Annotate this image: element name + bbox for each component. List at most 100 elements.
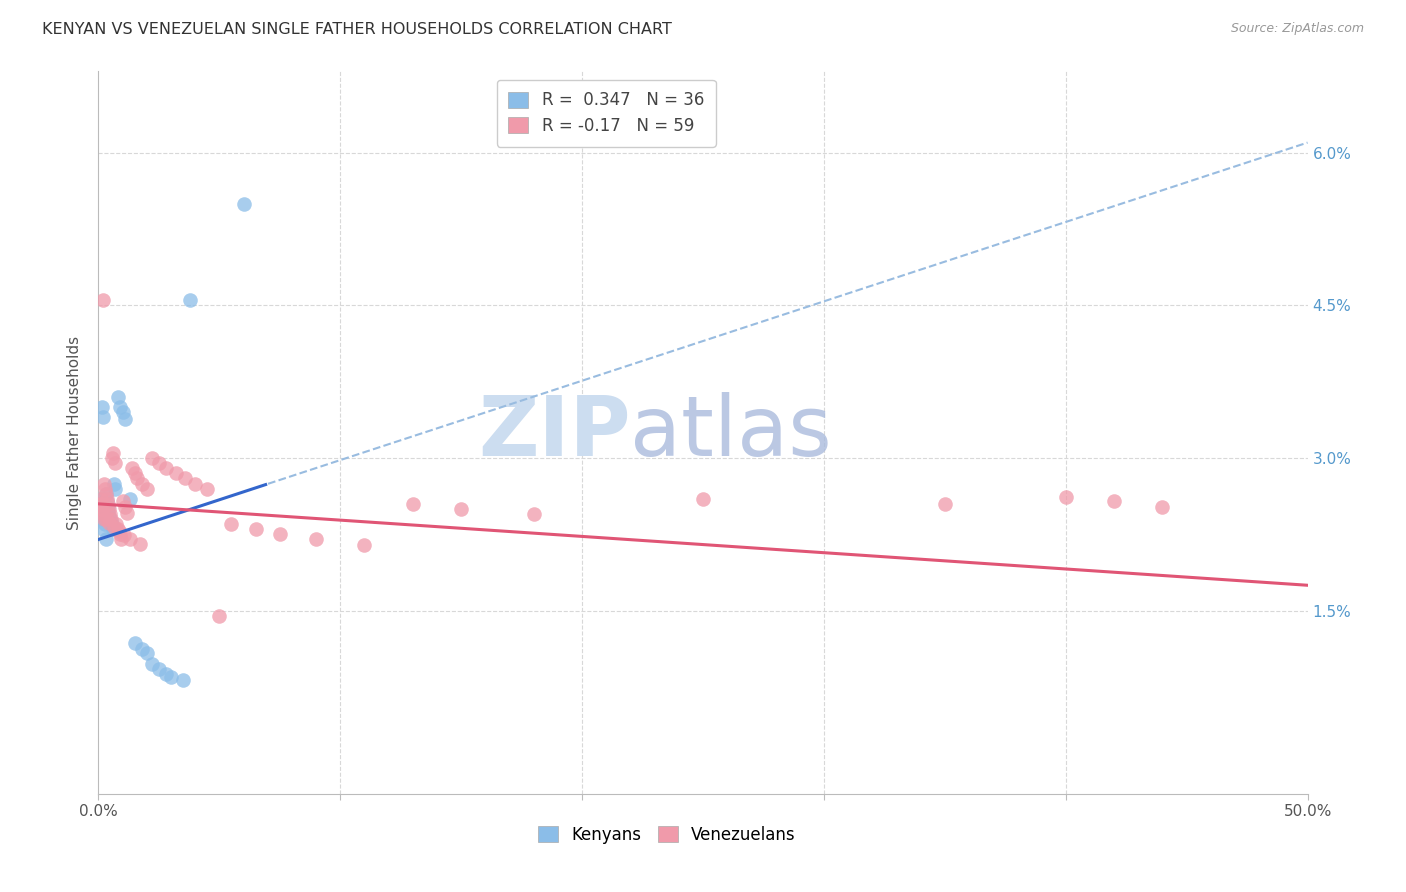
Point: [131, 476, 153, 491]
Point: [174, 471, 197, 485]
Point: [94, 486, 117, 500]
Point: [100, 514, 122, 528]
Point: [108, 524, 131, 539]
Point: [100, 518, 122, 533]
Point: [91, 507, 114, 521]
Point: [141, 451, 163, 466]
Point: [148, 662, 170, 676]
Point: [89, 497, 111, 511]
Point: [96, 533, 118, 547]
Point: [91, 522, 114, 536]
Text: atlas: atlas: [630, 392, 832, 473]
Point: [135, 482, 157, 496]
Point: [135, 647, 157, 661]
Point: [100, 512, 122, 526]
Point: [90, 491, 112, 506]
Point: [98, 507, 121, 521]
Point: [184, 476, 207, 491]
Point: [96, 491, 118, 506]
Point: [114, 500, 136, 514]
Point: [93, 476, 115, 491]
Point: [121, 461, 143, 475]
Point: [111, 493, 134, 508]
Point: [269, 527, 291, 541]
Point: [94, 517, 117, 532]
Point: [91, 502, 114, 516]
Point: [450, 502, 472, 516]
Point: [97, 506, 120, 520]
Point: [93, 512, 115, 526]
Point: [107, 390, 129, 404]
Point: [692, 491, 714, 506]
Point: [101, 522, 124, 536]
Point: [245, 522, 267, 536]
Point: [305, 533, 328, 547]
Point: [97, 502, 120, 516]
Point: [1054, 490, 1077, 504]
Point: [232, 196, 254, 211]
Point: [124, 467, 146, 481]
Point: [96, 512, 118, 526]
Text: ZIP: ZIP: [478, 392, 630, 473]
Point: [98, 516, 121, 531]
Point: [172, 673, 194, 687]
Point: [90, 491, 112, 506]
Point: [160, 670, 183, 684]
Y-axis label: Single Father Households: Single Father Households: [67, 335, 83, 530]
Point: [104, 456, 127, 470]
Point: [179, 293, 201, 308]
Point: [117, 506, 139, 520]
Point: [104, 517, 127, 532]
Point: [148, 456, 170, 470]
Point: [165, 467, 187, 481]
Point: [90, 507, 112, 521]
Point: [155, 461, 177, 475]
Text: KENYAN VS VENEZUELAN SINGLE FATHER HOUSEHOLDS CORRELATION CHART: KENYAN VS VENEZUELAN SINGLE FATHER HOUSE…: [42, 22, 672, 37]
Point: [107, 522, 129, 536]
Point: [104, 482, 127, 496]
Point: [934, 497, 956, 511]
Point: [94, 486, 117, 500]
Point: [112, 528, 135, 542]
Point: [103, 476, 125, 491]
Point: [96, 493, 118, 508]
Legend: Kenyans, Venezuelans: Kenyans, Venezuelans: [531, 819, 803, 851]
Point: [103, 520, 125, 534]
Point: [108, 400, 131, 414]
Point: [221, 517, 243, 532]
Point: [118, 491, 141, 506]
Point: [155, 666, 177, 681]
Point: [1102, 493, 1125, 508]
Point: [98, 510, 121, 524]
Point: [93, 512, 115, 526]
Point: [91, 293, 114, 308]
Point: [103, 446, 125, 460]
Point: [523, 507, 546, 521]
Point: [353, 537, 375, 551]
Point: [89, 497, 111, 511]
Point: [131, 642, 153, 657]
Point: [118, 533, 141, 547]
Point: [141, 657, 163, 671]
Point: [94, 482, 117, 496]
Point: [127, 471, 149, 485]
Point: [195, 482, 218, 496]
Point: [128, 536, 150, 550]
Point: [402, 497, 425, 511]
Point: [91, 400, 114, 414]
Point: [93, 497, 115, 511]
Point: [111, 405, 134, 419]
Point: [97, 500, 120, 514]
Point: [114, 412, 136, 426]
Text: Source: ZipAtlas.com: Source: ZipAtlas.com: [1230, 22, 1364, 36]
Point: [1152, 500, 1174, 514]
Point: [89, 502, 111, 516]
Point: [124, 636, 146, 650]
Point: [91, 410, 114, 425]
Point: [110, 533, 132, 547]
Point: [108, 527, 131, 541]
Point: [89, 502, 111, 516]
Point: [208, 608, 231, 623]
Point: [90, 497, 112, 511]
Point: [101, 451, 124, 466]
